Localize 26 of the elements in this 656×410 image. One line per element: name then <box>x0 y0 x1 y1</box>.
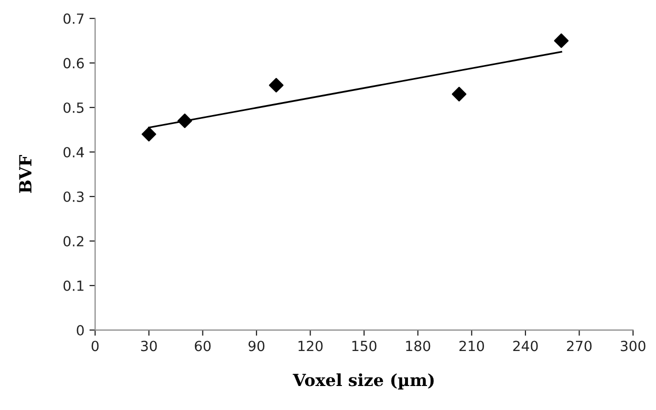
x-tick-label: 180 <box>406 340 430 352</box>
y-axis-title: BVF <box>19 155 32 193</box>
point <box>554 33 569 48</box>
y-tick-label: 0.3 <box>64 191 84 202</box>
point <box>142 126 156 142</box>
x-tick-label: 150 <box>352 340 376 352</box>
x-tick-label: 90 <box>248 340 264 352</box>
x-tick-label: 240 <box>513 340 538 352</box>
x-tick-label: 60 <box>194 340 211 352</box>
x-tick-label: 300 <box>620 340 646 352</box>
y-tick-label: 0.6 <box>64 58 84 68</box>
x-tick-label: 120 <box>298 340 323 352</box>
y-tick-label: 0.5 <box>64 102 84 113</box>
point <box>452 86 466 102</box>
point <box>177 114 192 128</box>
y-tick-label: 0 <box>76 325 84 336</box>
x-tick-label: 270 <box>567 340 592 352</box>
point <box>268 78 284 93</box>
x-tick-label: 0 <box>92 340 99 352</box>
y-tick-label: 0.2 <box>64 236 84 246</box>
x-tick-label: 210 <box>459 340 484 352</box>
x-axis-title: Voxel size (µm) <box>292 373 434 390</box>
y-tick-label: 0.7 <box>64 13 84 24</box>
y-tick-label: 0.4 <box>64 146 84 158</box>
x-tick-label: 30 <box>141 340 157 352</box>
y-tick-label: 0.1 <box>64 280 84 292</box>
